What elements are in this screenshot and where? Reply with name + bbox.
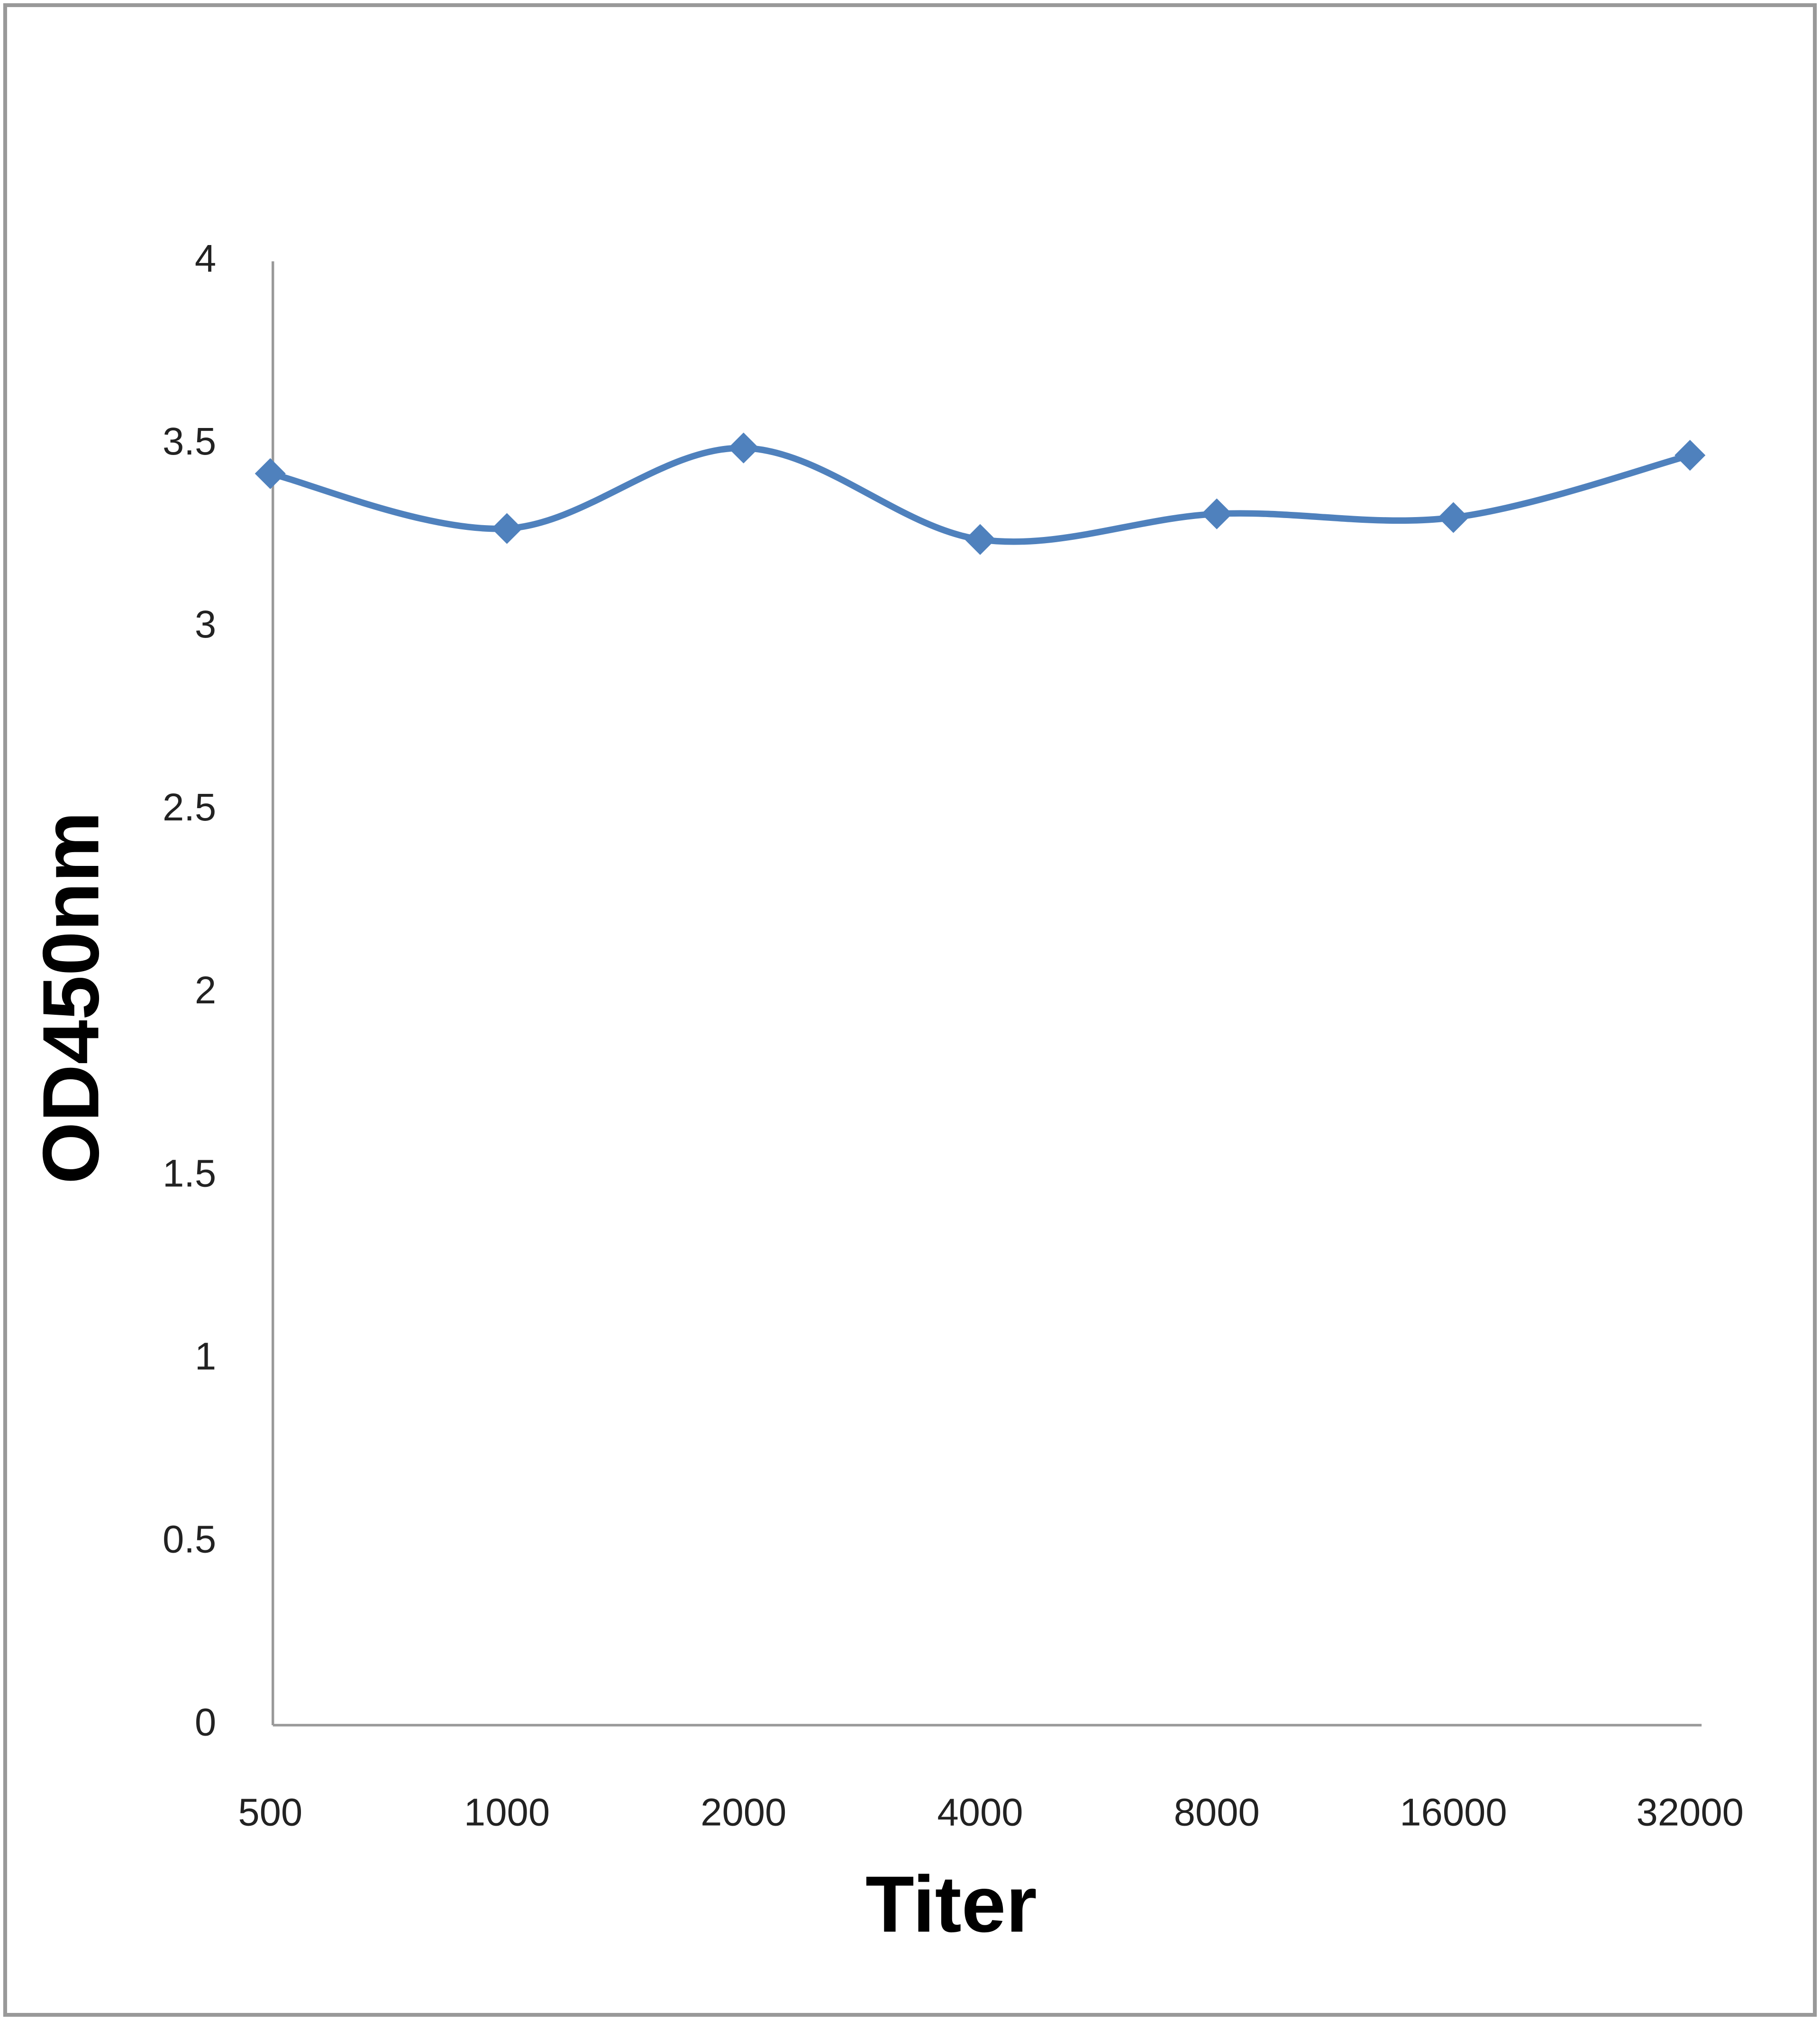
y-tick-label: 1.5	[163, 1152, 216, 1195]
y-tick-label: 3	[195, 603, 216, 646]
y-tick-label: 1	[195, 1335, 216, 1378]
data-point	[1674, 440, 1706, 471]
y-tick-label: 0	[195, 1701, 216, 1744]
x-tick-label: 4000	[937, 1791, 1023, 1834]
y-tick-label: 2.5	[163, 786, 216, 829]
x-tick-label: 32000	[1636, 1791, 1744, 1834]
x-tick-label: 16000	[1400, 1791, 1507, 1834]
y-axis-title: OD450nm	[26, 811, 115, 1184]
frame	[3, 3, 1817, 2017]
y-tick-label: 4	[195, 237, 216, 280]
y-tick-label: 2	[195, 969, 216, 1012]
x-tick-label: 8000	[1174, 1791, 1260, 1834]
y-tick-label: 3.5	[163, 420, 216, 463]
x-axis-title: Titer	[865, 1860, 1037, 1949]
data-point	[1438, 502, 1469, 533]
x-tick-label: 1000	[464, 1791, 550, 1834]
data-point	[728, 432, 759, 464]
y-tick-label: 0.5	[163, 1518, 216, 1561]
x-tick-label: 500	[238, 1791, 302, 1834]
x-tick-label: 2000	[701, 1791, 786, 1834]
